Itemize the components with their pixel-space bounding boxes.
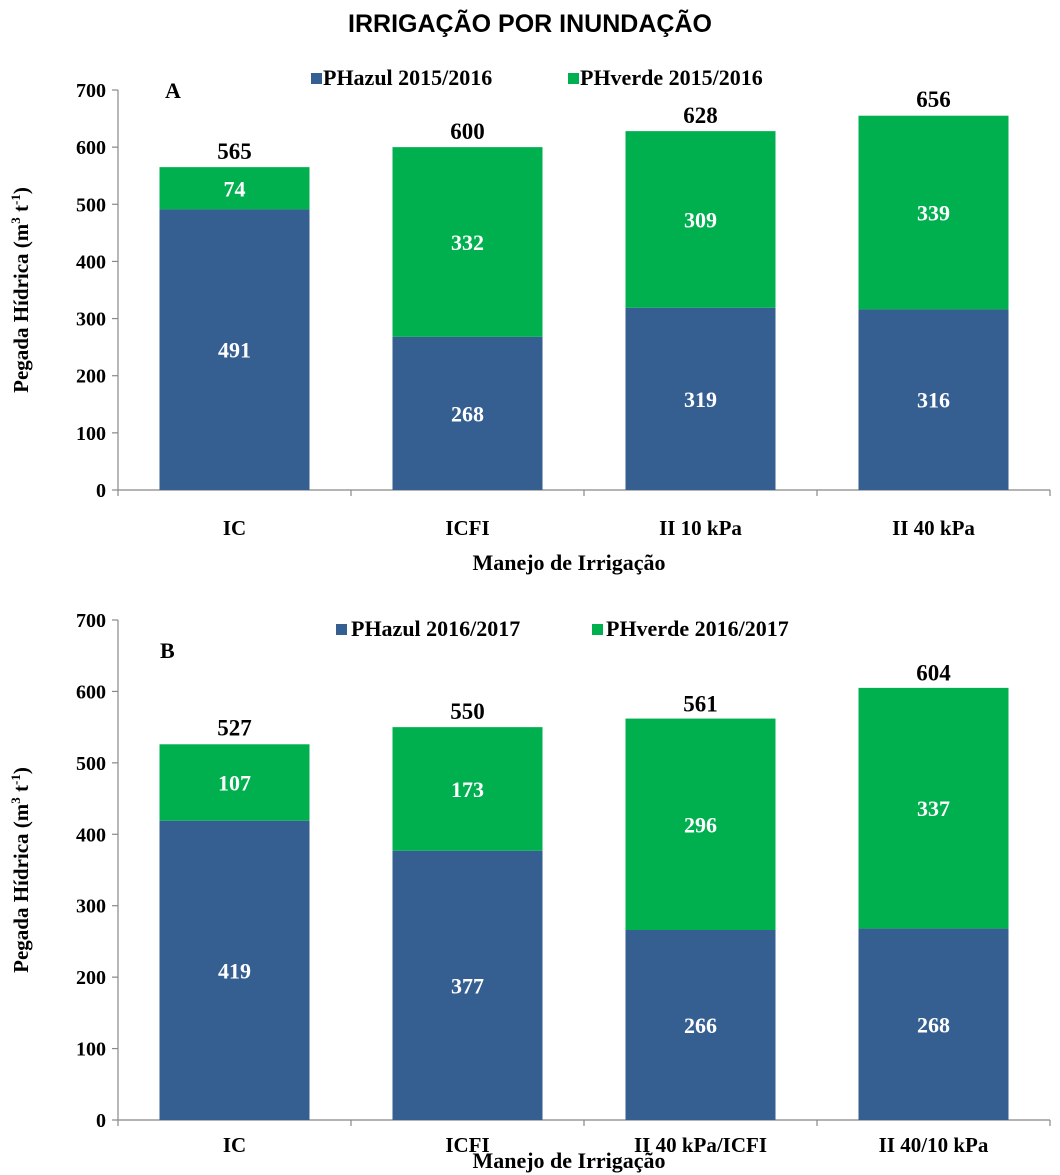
legend-swatch-0: [311, 73, 322, 84]
x-category-label-0: IC: [223, 1133, 246, 1157]
segment-value-label: 173: [451, 777, 484, 802]
y-axis-title: Pegada Hídrica (m3 t-1): [8, 767, 33, 973]
segment-value-label: 332: [451, 230, 484, 255]
y-tick-label-100: 100: [76, 1039, 106, 1061]
bar-blue-3: [858, 309, 1009, 490]
x-category-label-1: ICFI: [445, 1133, 489, 1157]
bar-green-1: [392, 727, 543, 851]
bar-blue-0: [159, 820, 310, 1120]
y-tick-label-700: 700: [76, 610, 106, 632]
bar-blue-3: [858, 928, 1009, 1120]
segment-value-label: 419: [218, 958, 251, 983]
total-value-label: 565: [217, 139, 252, 164]
segment-value-label: 377: [451, 973, 484, 998]
x-category-label-3: II 40 kPa: [892, 516, 975, 540]
bar-green-3: [858, 687, 1009, 929]
x-category-label-3: II 40/10 kPa: [879, 1133, 989, 1157]
y-tick-label-200: 200: [76, 366, 106, 388]
y-tick-label-100: 100: [76, 423, 106, 445]
bar-green-2: [625, 131, 776, 308]
y-tick-label-500: 500: [76, 194, 106, 216]
y-tick-label-200: 200: [76, 967, 106, 989]
total-value-label: 550: [450, 699, 485, 724]
segment-value-label: 107: [218, 771, 251, 796]
bar-blue-2: [625, 307, 776, 490]
bar-green-3: [858, 115, 1009, 310]
y-tick-label-600: 600: [76, 137, 106, 159]
bar-green-2: [625, 718, 776, 930]
chart-a: 0 100 200 300 400 500 600 700 491 74 565 IC 268 332 60…: [8, 65, 1051, 575]
panel-label: A: [165, 78, 181, 103]
y-tick-label-300: 300: [76, 309, 106, 331]
total-value-label: 561: [683, 691, 718, 716]
y-tick-label-400: 400: [76, 824, 106, 846]
legend-label-1: PHverde 2016/2017: [606, 616, 789, 641]
bar-green-1: [392, 147, 543, 337]
segment-value-label: 491: [218, 338, 251, 363]
segment-value-label: 268: [451, 401, 484, 426]
segment-value-label: 316: [917, 388, 950, 413]
bar-blue-1: [392, 850, 543, 1120]
page-title: IRRIGAÇÃO POR INUNDAÇÃO: [348, 10, 712, 38]
segment-value-label: 296: [684, 812, 717, 837]
bar-blue-0: [159, 209, 310, 490]
legend-swatch-0: [336, 624, 347, 635]
total-value-label: 527: [217, 716, 252, 741]
bar-green-0: [159, 744, 310, 821]
segment-value-label: 337: [917, 796, 950, 821]
y-tick-label-300: 300: [76, 896, 106, 918]
y-tick-label-0: 0: [96, 480, 106, 502]
x-category-label-2: II 10 kPa: [659, 516, 742, 540]
bar-blue-1: [392, 336, 543, 490]
x-axis-title: Manejo de Irrigação: [472, 550, 665, 575]
y-axis-title: Pegada Hídrica (m3 t-1): [8, 187, 33, 393]
y-tick-label-0: 0: [96, 1110, 106, 1132]
x-category-label-2: II 40 kPa/ICFI: [634, 1133, 767, 1157]
legend-label-0: PHazul 2016/2017: [351, 616, 520, 641]
total-value-label: 600: [450, 119, 485, 144]
bar-green-0: [159, 167, 310, 210]
legend-swatch-1: [568, 73, 579, 84]
y-tick-label-700: 700: [76, 80, 106, 102]
segment-value-label: 309: [684, 207, 717, 232]
segment-value-label: 339: [917, 201, 950, 226]
y-tick-label-600: 600: [76, 681, 106, 703]
segment-value-label: 266: [684, 1013, 717, 1038]
y-tick-label-400: 400: [76, 251, 106, 273]
x-axis-title: Manejo de Irrigação: [472, 1148, 665, 1173]
x-category-label-1: ICFI: [445, 516, 489, 540]
chart-b: 0 100 200 300 400 500 600 700 419 107 527 IC 377 173 5…: [8, 610, 1051, 1173]
legend-label-1: PHverde 2015/2016: [580, 65, 763, 90]
segment-value-label: 74: [224, 176, 246, 201]
total-value-label: 604: [916, 661, 951, 686]
y-tick-label-500: 500: [76, 753, 106, 775]
panel-label: B: [160, 638, 175, 663]
total-value-label: 656: [916, 87, 951, 112]
x-category-label-0: IC: [223, 516, 246, 540]
total-value-label: 628: [683, 103, 718, 128]
segment-value-label: 319: [684, 387, 717, 412]
bar-blue-2: [625, 930, 776, 1120]
segment-value-label: 268: [917, 1012, 950, 1037]
legend-swatch-1: [592, 624, 603, 635]
legend-label-0: PHazul 2015/2016: [323, 65, 492, 90]
